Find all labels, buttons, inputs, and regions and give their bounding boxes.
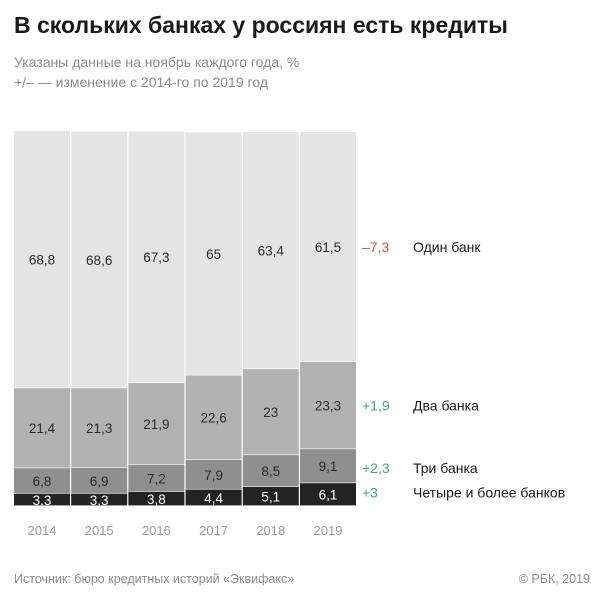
data-label-two-banks-2015: 21,3 xyxy=(86,421,112,436)
x-tick-label-2015: 2015 xyxy=(85,523,114,538)
data-label-three-banks-2016: 7,2 xyxy=(147,471,166,486)
data-label-three-banks-2017: 7,9 xyxy=(204,468,223,483)
data-label-four-plus-banks-2017: 4,4 xyxy=(204,491,223,506)
bar-segment-four-plus-banks-2017 xyxy=(185,489,242,506)
bar-segment-two-banks-2019 xyxy=(300,362,356,449)
data-label-four-plus-banks-2014: 3,3 xyxy=(33,493,52,508)
data-label-one-bank-2014: 68,8 xyxy=(29,253,55,268)
series-name-four-plus-banks: Четыре и более банков xyxy=(413,485,565,501)
bar-segment-three-banks-2015 xyxy=(71,467,128,494)
bar-segment-one-bank-2016 xyxy=(128,131,185,383)
data-label-one-bank-2018: 63,4 xyxy=(258,244,285,259)
bar-segment-one-bank-2017 xyxy=(185,132,242,375)
bar-segment-two-banks-2015 xyxy=(71,388,128,468)
bar-segment-one-bank-2018 xyxy=(242,132,299,369)
source-note: Источник: бюро кредитных историй «Эквифа… xyxy=(14,572,295,586)
bar-segment-two-banks-2014 xyxy=(14,388,70,468)
data-label-three-banks-2014: 6,8 xyxy=(33,474,52,489)
change-value-four-plus-banks: +3 xyxy=(362,485,378,501)
series-name-three-banks: Три банка xyxy=(413,460,478,476)
bar-segment-four-plus-banks-2019 xyxy=(300,483,356,506)
bar-segment-two-banks-2016 xyxy=(128,382,185,465)
chart-subtitle-change: +/– — изменение с 2014-го по 2019 год xyxy=(14,74,268,90)
data-label-three-banks-2019: 9,1 xyxy=(319,459,338,474)
bar-segment-four-plus-banks-2014 xyxy=(14,493,70,506)
data-label-one-bank-2016: 67,3 xyxy=(143,250,169,265)
bar-segment-one-bank-2014 xyxy=(14,130,70,388)
bar-segment-three-banks-2019 xyxy=(300,449,356,483)
data-label-two-banks-2019: 23,3 xyxy=(315,399,341,414)
bar-segment-two-banks-2017 xyxy=(185,375,242,460)
data-label-two-banks-2014: 21,4 xyxy=(29,421,56,436)
x-tick-label-2014: 2014 xyxy=(28,523,57,538)
bar-segment-one-bank-2015 xyxy=(71,131,128,388)
x-tick-label-2016: 2016 xyxy=(142,523,171,538)
x-tick-label-2018: 2018 xyxy=(256,523,285,538)
change-value-two-banks: +1,9 xyxy=(362,398,390,414)
bar-segment-one-bank-2019 xyxy=(300,132,356,362)
data-label-three-banks-2015: 6,9 xyxy=(90,474,109,489)
series-name-one-bank: Один банк xyxy=(413,239,481,255)
data-label-one-bank-2015: 68,6 xyxy=(86,253,112,268)
bar-segment-three-banks-2017 xyxy=(185,459,242,489)
change-value-three-banks: +2,3 xyxy=(362,460,390,476)
bar-segment-four-plus-banks-2016 xyxy=(128,491,185,506)
data-label-three-banks-2018: 8,5 xyxy=(261,464,280,479)
chart-subtitle-note: Указаны данные на ноябрь каждого года, % xyxy=(14,54,300,70)
copyright-credit: © РБК, 2019 xyxy=(518,572,590,586)
bar-segment-three-banks-2016 xyxy=(128,464,185,492)
data-label-four-plus-banks-2015: 3,3 xyxy=(90,493,109,508)
data-label-two-banks-2018: 23 xyxy=(263,405,278,420)
data-label-four-plus-banks-2019: 6,1 xyxy=(319,488,338,503)
data-label-two-banks-2017: 22,6 xyxy=(200,411,226,426)
data-label-two-banks-2016: 21,9 xyxy=(143,417,169,432)
bar-segment-four-plus-banks-2018 xyxy=(242,486,299,506)
x-tick-label-2017: 2017 xyxy=(199,523,228,538)
bar-segment-two-banks-2018 xyxy=(242,369,299,455)
x-tick-label-2019: 2019 xyxy=(314,523,343,538)
data-label-one-bank-2019: 61,5 xyxy=(315,240,341,255)
series-name-two-banks: Два банка xyxy=(413,398,479,414)
bar-segment-four-plus-banks-2015 xyxy=(71,493,128,506)
data-label-one-bank-2017: 65 xyxy=(206,247,221,262)
change-value-one-bank: –7,3 xyxy=(362,239,389,255)
data-label-four-plus-banks-2018: 5,1 xyxy=(261,489,280,504)
data-label-four-plus-banks-2016: 3,8 xyxy=(147,492,166,507)
bar-segment-three-banks-2014 xyxy=(14,468,70,494)
chart-title: В скольких банках у россиян есть кредиты xyxy=(14,12,508,38)
bar-segment-three-banks-2018 xyxy=(242,455,299,487)
